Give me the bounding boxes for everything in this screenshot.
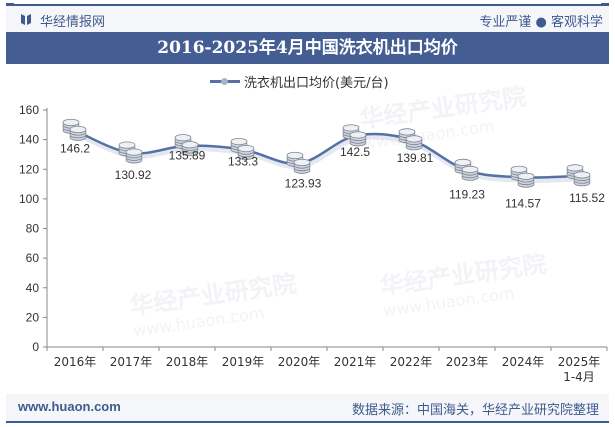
coin-stack-icon — [342, 124, 367, 147]
book-icon — [21, 14, 31, 25]
coin-stack-icon — [118, 141, 143, 164]
coin-stack-icon — [454, 158, 479, 181]
coin-stack-icon — [510, 165, 535, 188]
top-border-cap — [6, 3, 14, 6]
legend-line-icon — [210, 78, 240, 85]
x-tick-label: 2024年 — [502, 355, 545, 369]
chart-legend: 洗衣机出口均价(美元/台) — [210, 72, 389, 91]
top-border — [6, 4, 609, 6]
x-tick-label: 2017年 — [110, 355, 153, 369]
coin-stack-icon — [566, 164, 591, 187]
y-tick-label: 20 — [26, 310, 40, 324]
header-bar: 华经情报网 专业严谨 ● 客观科学 — [6, 6, 609, 32]
x-tick-label: 2021年 — [334, 355, 377, 369]
y-tick-label: 60 — [26, 251, 40, 265]
data-label: 146.2 — [60, 141, 90, 155]
coin-stack-icon — [398, 128, 423, 151]
bottom-border — [6, 421, 609, 423]
data-label: 142.5 — [340, 145, 370, 159]
x-tick-label: 1-4月 — [563, 370, 595, 384]
series-line — [74, 129, 580, 179]
data-label: 119.23 — [449, 187, 485, 201]
y-tick-label: 140 — [19, 133, 39, 147]
data-label: 114.57 — [505, 196, 541, 210]
x-tick-label: 2022年 — [390, 355, 433, 369]
y-tick-label: 40 — [26, 281, 40, 295]
y-tick-label: 160 — [19, 103, 39, 117]
data-label: 115.52 — [569, 191, 605, 205]
x-tick-label: 2019年 — [222, 355, 265, 369]
y-tick-label: 0 — [32, 340, 39, 354]
x-tick-label: 2020年 — [278, 355, 321, 369]
coin-stack-icon — [286, 151, 311, 174]
coin-stack-icon — [174, 134, 199, 157]
data-label: 133.3 — [228, 155, 258, 169]
brand-name[interactable]: 华经情报网 — [40, 15, 106, 30]
data-label: 135.89 — [169, 149, 206, 163]
chart-title: 2016-2025年4月中国洗衣机出口均价 — [6, 32, 609, 64]
top-border-cap — [601, 3, 609, 6]
x-tick-label: 2016年 — [54, 355, 97, 369]
footer-bar: www.huaon.com 数据来源：中国海关，华经产业研究院整理 — [6, 394, 609, 421]
x-tick-label: 2025年 — [558, 355, 601, 369]
data-label: 123.93 — [285, 176, 322, 190]
x-tick-label: 2023年 — [446, 355, 489, 369]
data-label: 139.81 — [397, 151, 434, 165]
legend-label: 洗衣机出口均价(美元/台) — [244, 76, 389, 91]
data-source: 数据来源：中国海关，华经产业研究院整理 — [351, 403, 599, 418]
line-shadow — [74, 131, 581, 184]
y-tick-label: 100 — [19, 192, 39, 206]
y-tick-label: 80 — [26, 222, 40, 236]
x-tick-label: 2018年 — [166, 355, 209, 369]
footer-url-link[interactable]: www.huaon.com — [18, 399, 121, 414]
coin-stack-icon — [230, 137, 255, 160]
y-tick-label: 120 — [19, 162, 39, 176]
coin-stack-icon — [62, 118, 87, 141]
slogan: 专业严谨 ● 客观科学 — [479, 15, 603, 30]
data-label: 130.92 — [115, 168, 152, 182]
